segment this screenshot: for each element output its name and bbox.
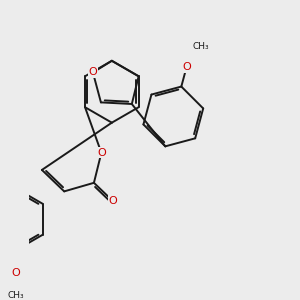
- Text: CH₃: CH₃: [8, 291, 24, 300]
- Text: O: O: [97, 148, 106, 158]
- Text: O: O: [88, 68, 97, 77]
- Text: O: O: [182, 62, 191, 72]
- Text: O: O: [109, 196, 117, 206]
- Text: O: O: [11, 268, 20, 278]
- Text: CH₃: CH₃: [192, 42, 209, 51]
